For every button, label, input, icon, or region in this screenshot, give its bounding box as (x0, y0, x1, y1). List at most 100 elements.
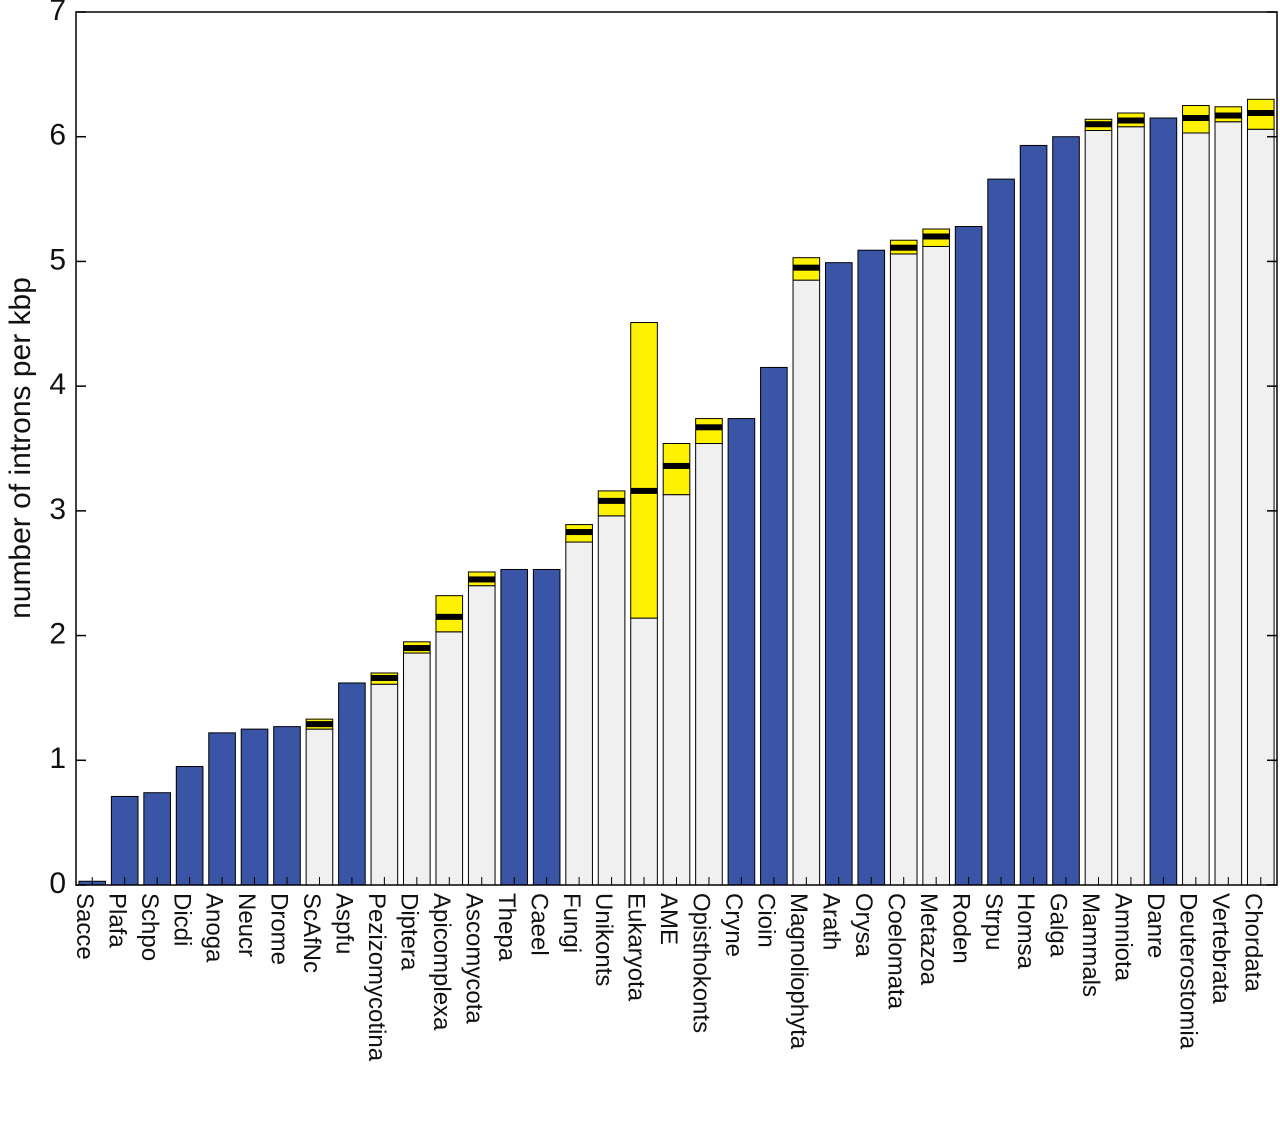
bar (1052, 136, 1080, 886)
bar-group-ascomycota (467, 571, 496, 886)
x-tick-label: Plafa (103, 893, 130, 948)
x-tick-label: Apicomplexa (428, 893, 455, 1031)
bar (435, 631, 464, 886)
estimate-line (1215, 112, 1242, 119)
x-tick-label: Coelomata (882, 893, 909, 1010)
x-tick-label: Cioin (753, 893, 780, 948)
estimate-line (565, 529, 593, 536)
estimate-line (598, 497, 625, 504)
bar (1117, 126, 1145, 886)
estimate-line (1085, 121, 1112, 128)
bar (467, 585, 496, 886)
bar (370, 683, 399, 886)
estimate-line (435, 613, 463, 620)
bar (143, 792, 171, 886)
bar-group-anoga (208, 732, 236, 886)
bar-group-opisthokonts (695, 418, 723, 886)
y-tick-label: 4 (49, 368, 66, 401)
bar (1246, 128, 1275, 886)
bar-group-diptera (403, 641, 431, 886)
x-tick-label: Neucr (233, 893, 260, 957)
bar-group-galga (1052, 136, 1080, 886)
bar (662, 494, 691, 886)
bar-group-magnoliophyta (792, 257, 821, 886)
bar (565, 541, 593, 886)
x-tick-label: Drome (266, 893, 293, 965)
bar-group-arath (824, 262, 853, 886)
x-tick-label: Eukaryota (623, 893, 650, 1002)
bar (240, 728, 269, 886)
bar (792, 279, 821, 886)
x-tick-label: Galga (1045, 893, 1072, 958)
axes: Sacce Plafa Schpo Dicdi Anoga Neucr Drome ScAfN… (49, 0, 1278, 1062)
x-tick-label: Danre (1142, 893, 1169, 958)
estimate-line (371, 674, 398, 681)
x-tick-label: Dicdi (168, 893, 195, 946)
x-tick-label: Pezizomycotina (363, 893, 390, 1062)
bar (922, 245, 950, 886)
bar-group-unikonts (597, 490, 626, 886)
estimate-line (922, 233, 950, 240)
bar-group-mammals (1084, 118, 1113, 886)
bar (760, 366, 788, 886)
y-tick-label: 2 (49, 617, 66, 650)
bar-group-chordata (1246, 98, 1275, 886)
bar-group-danre (1149, 117, 1178, 886)
estimate-line (890, 244, 918, 251)
bar-group-metazoa (922, 228, 950, 886)
bar-group-dicdi (175, 766, 204, 886)
x-tick-label: Roden (947, 893, 974, 964)
bar (1019, 144, 1048, 886)
estimate-line (695, 424, 723, 431)
bar (1182, 132, 1210, 886)
bar (727, 418, 756, 886)
bar (1149, 117, 1178, 886)
x-tick-label: Homsa (1012, 893, 1039, 970)
x-tick-label: Fungi (558, 893, 585, 953)
bar-group-apicomplexa (435, 595, 464, 886)
bar (403, 652, 431, 886)
bar-group-caeel (532, 568, 561, 886)
x-tick-label: Deuterostomia (1175, 893, 1202, 1050)
bar (273, 726, 301, 886)
bar (954, 226, 983, 886)
x-tick-label: AME (655, 893, 682, 945)
bar-group-amniota (1117, 112, 1145, 886)
estimate-line (663, 462, 690, 469)
bar (305, 728, 334, 886)
x-tick-label: Mammals (1077, 893, 1104, 997)
x-tick-label: Magnoliophyta (785, 893, 812, 1050)
estimate-line (1117, 117, 1145, 124)
bar (175, 766, 204, 886)
bar-group-eukaryota (630, 322, 658, 886)
x-tick-label: Ascomycota (460, 893, 487, 1024)
estimate-line (793, 264, 820, 271)
bar (824, 262, 853, 886)
bar (630, 617, 658, 886)
bar-group-cryne (727, 418, 756, 886)
x-tick-label: Arath (817, 893, 844, 950)
bar-group-schpo (143, 792, 171, 886)
x-tick-label: Diptera (395, 893, 422, 971)
bar-group-homsa (1019, 144, 1048, 886)
estimate-line (1247, 110, 1275, 117)
bar (1084, 129, 1113, 886)
bar-group-scafnc (305, 718, 334, 886)
bar-group-thepa (500, 568, 529, 886)
bar (597, 515, 626, 886)
confidence-interval (662, 443, 691, 496)
x-tick-label: ScAfNc (298, 893, 325, 973)
x-tick-label: Cryne (720, 893, 747, 957)
y-tick-label: 1 (49, 742, 66, 775)
confidence-interval (630, 322, 658, 619)
x-tick-label: Orysa (850, 893, 877, 958)
y-tick-label: 6 (49, 119, 66, 152)
bar-group-pezizomycotina (370, 672, 399, 886)
estimate-line (306, 721, 333, 728)
bar-group-drome (273, 726, 301, 886)
bar (110, 795, 139, 886)
bar (532, 568, 561, 886)
bar-group-strpu (987, 178, 1015, 886)
estimate-line (630, 487, 658, 494)
